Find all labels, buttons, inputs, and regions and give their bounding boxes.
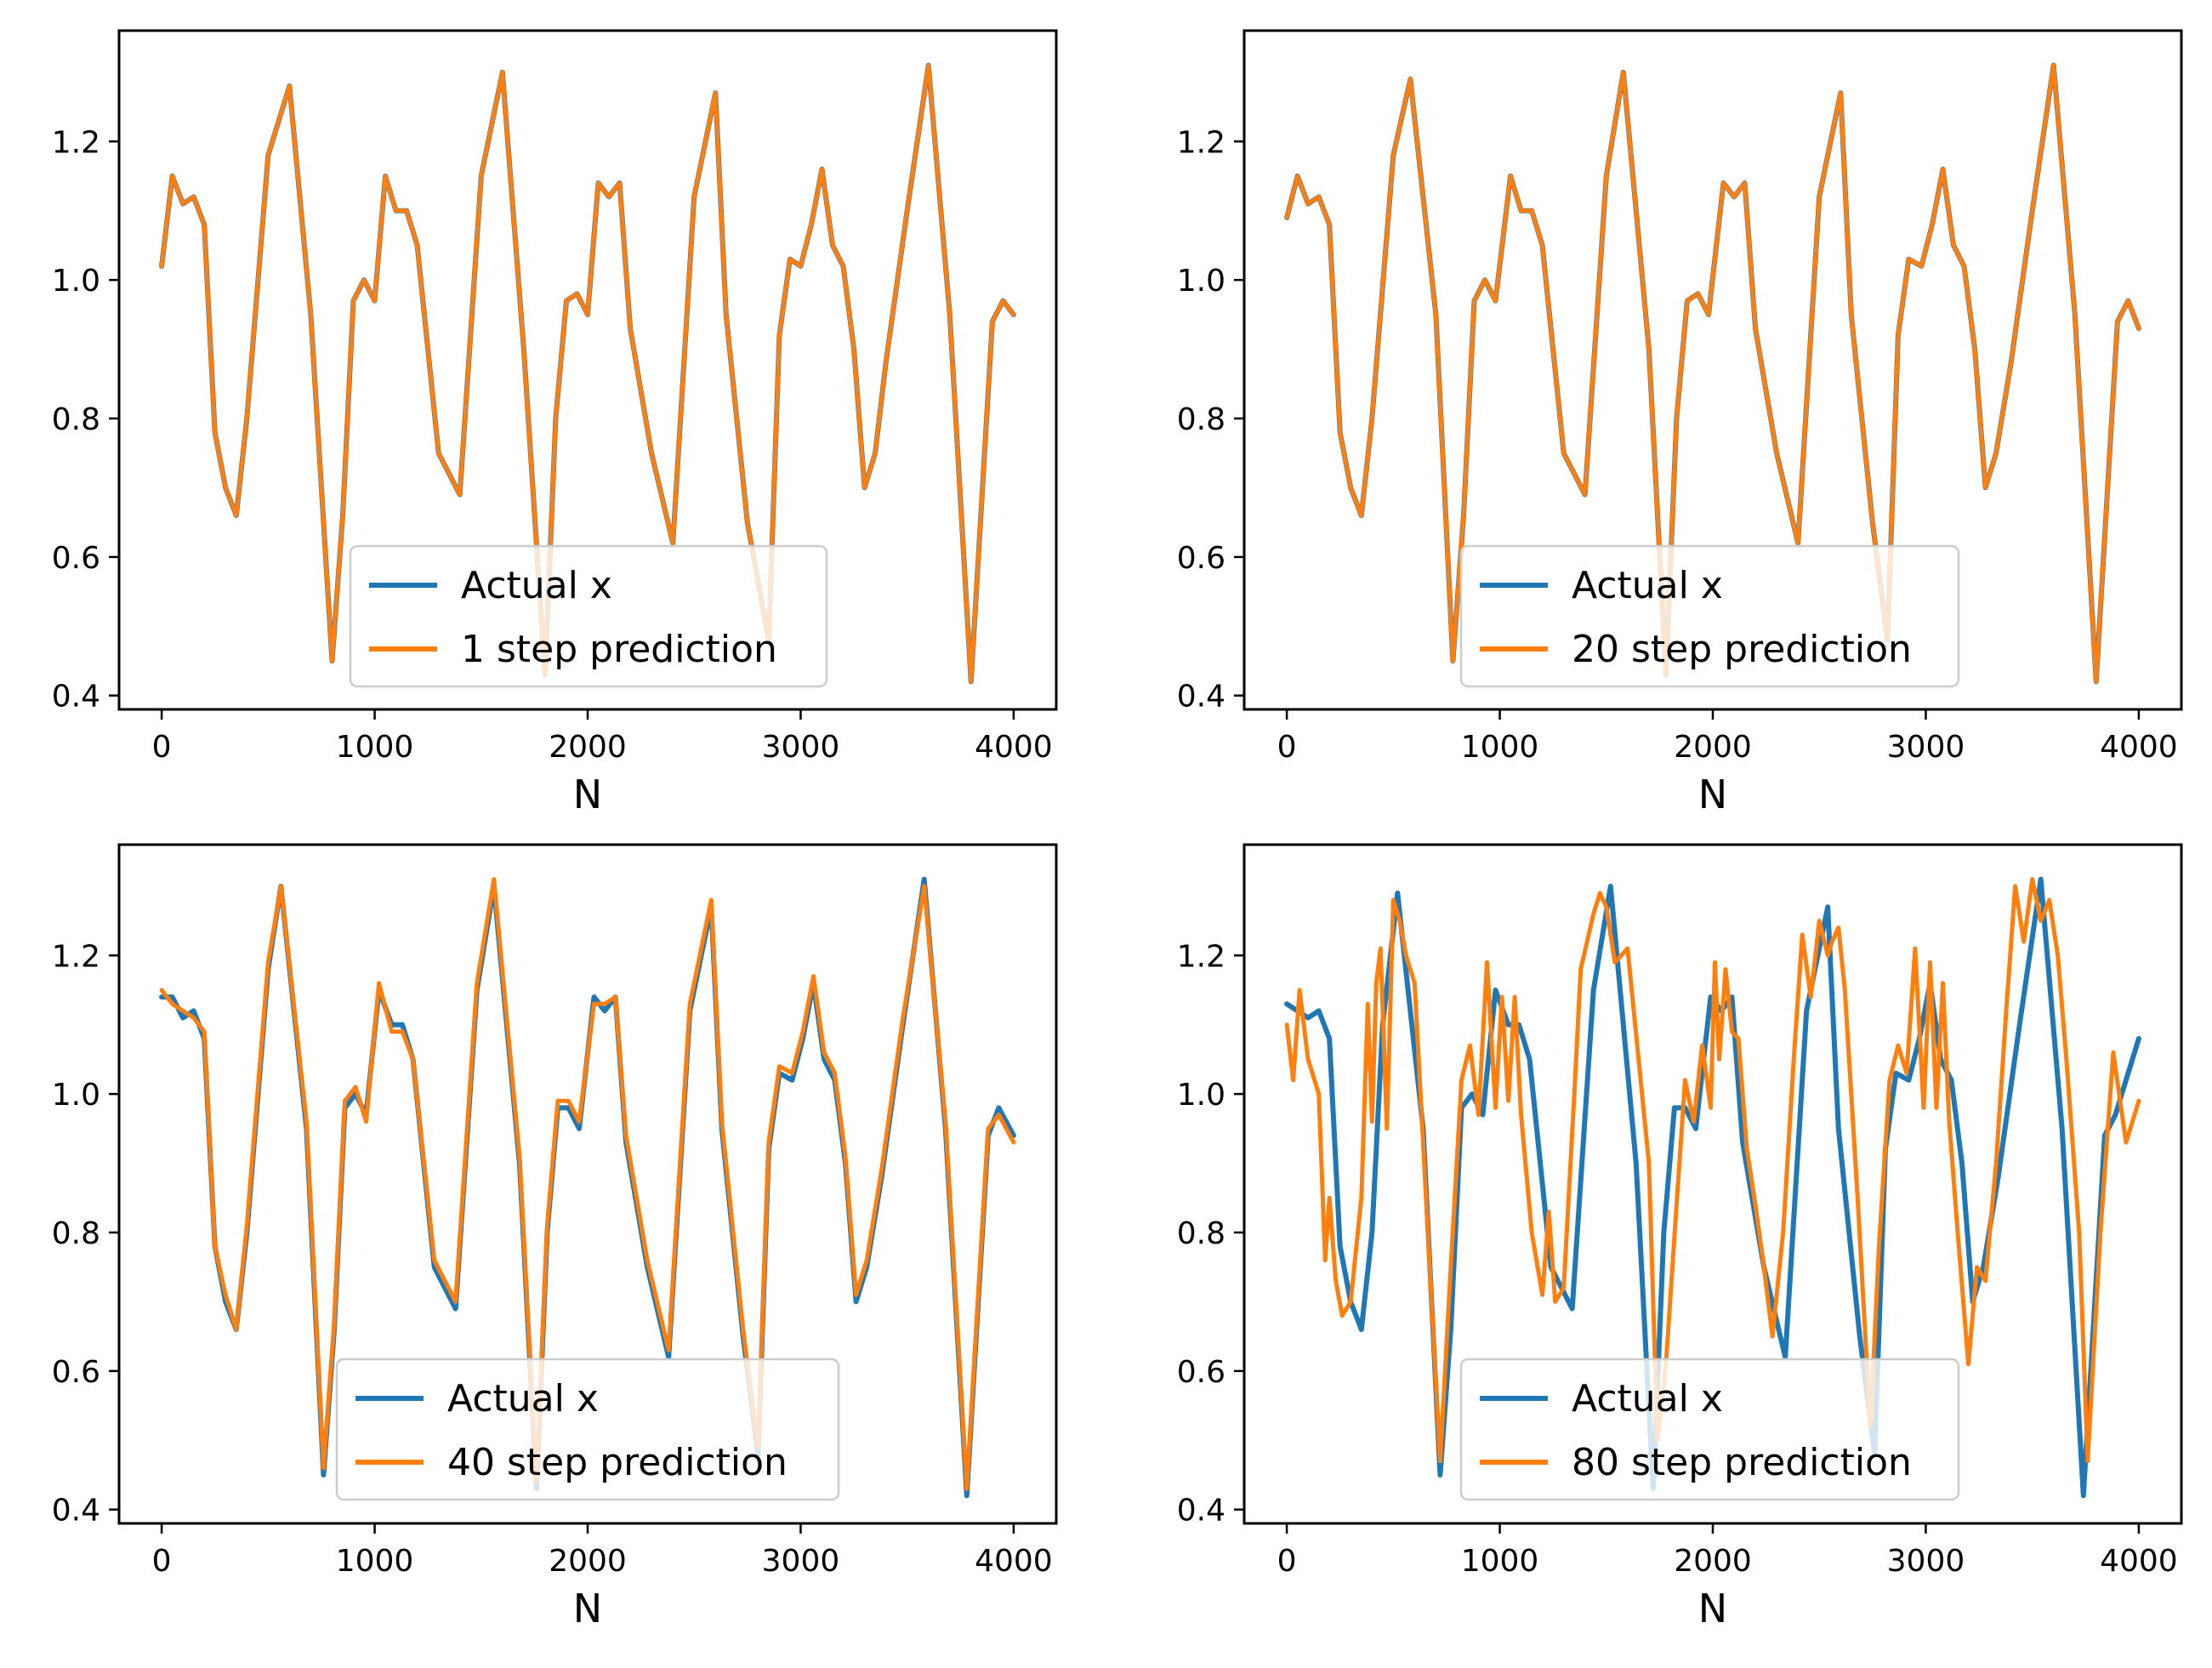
y-tick-label: 0.4 [1177,1494,1225,1529]
subplot-3: 0 1000 2000 3000 4000 0.4 0.6 0.8 1.0 1.2 N Actual … [52,843,1058,1631]
series-line-prediction [1284,63,2141,684]
x-tick-label: 2000 [1674,730,1752,765]
legend-entry-label: 20 step prediction [1572,628,1912,671]
x-tick-label: 3000 [762,730,840,765]
x-tick-label: 1000 [336,730,414,765]
x-tick-label: 0 [1277,730,1297,765]
y-tick-label: 0.6 [52,1355,100,1390]
x-tick-label: 0 [1277,1544,1297,1579]
y-tick-label: 1.2 [1177,939,1225,974]
x-tick-label: 4000 [2100,730,2178,765]
legend: Actual x 80 step prediction [1459,1358,1960,1501]
legend: Actual x 20 step prediction [1459,544,1960,688]
x-tick-label: 3000 [1887,1544,1965,1579]
y-tick-label: 0.6 [52,541,100,576]
legend-entry-label: Actual x [1572,564,1723,607]
x-tick-label: 0 [152,1544,172,1579]
y-tick-label: 1.2 [52,125,100,160]
x-tick-label: 2000 [549,1544,627,1579]
y-tick-label: 1.2 [1177,125,1225,160]
legend-entry-label: 1 step prediction [461,628,777,671]
legend: Actual x 1 step prediction [349,544,828,688]
y-tick-label: 1.0 [1177,264,1225,299]
y-tick-label: 0.8 [1177,1216,1225,1251]
legend-entry-label: 80 step prediction [1572,1441,1912,1484]
x-tick-label: 2000 [549,730,627,765]
subplot-4: 0 1000 2000 3000 4000 0.4 0.6 0.8 1.0 1.2 N Actual … [1177,843,2183,1631]
y-tick-label: 0.4 [1177,680,1225,714]
x-axis-label: N [1698,771,1727,817]
x-tick-label: 4000 [975,1544,1053,1579]
x-tick-label: 3000 [762,1544,840,1579]
y-tick-label: 0.8 [52,1216,100,1251]
legend-entry-label: Actual x [1572,1377,1723,1420]
x-tick-label: 4000 [975,730,1053,765]
x-tick-label: 4000 [2100,1544,2178,1579]
x-tick-label: 1000 [1461,1544,1539,1579]
subplot-2: 0 1000 2000 3000 4000 0.4 0.6 0.8 1.0 1.2 N Actual … [1177,29,2183,817]
x-tick-label: 1000 [336,1544,414,1579]
x-axis-label: N [1698,1585,1727,1631]
y-tick-label: 1.0 [1177,1078,1225,1113]
legend-entry-label: 40 step prediction [447,1441,788,1484]
y-tick-label: 0.4 [52,680,100,714]
series-line-prediction [1284,877,2141,1464]
y-tick-label: 1.2 [52,939,100,974]
y-tick-label: 0.6 [1177,541,1225,576]
subplot-1: 0 1000 2000 3000 4000 0.4 0.6 0.8 1.0 1.2 N Actual … [52,29,1058,817]
y-tick-label: 0.4 [52,1494,100,1529]
legend-entry-label: Actual x [447,1377,599,1420]
series-line-prediction [159,877,1016,1491]
legend-box [1459,1358,1960,1501]
y-tick-label: 0.6 [1177,1355,1225,1390]
y-tick-label: 1.0 [52,1078,100,1113]
legend: Actual x 40 step prediction [335,1358,840,1501]
x-tick-label: 0 [152,730,172,765]
y-tick-label: 0.8 [52,402,100,437]
legend-box [1459,544,1960,688]
y-tick-label: 0.8 [1177,402,1225,437]
series-line-prediction [159,63,1016,684]
legend-entry-label: Actual x [461,564,612,607]
x-axis-label: N [573,1585,602,1631]
x-tick-label: 1000 [1461,730,1539,765]
legend-box [349,544,828,688]
legend-box [335,1358,840,1501]
x-tick-label: 2000 [1674,1544,1752,1579]
y-tick-label: 1.0 [52,264,100,299]
x-tick-label: 3000 [1887,730,1965,765]
x-axis-label: N [573,771,602,817]
